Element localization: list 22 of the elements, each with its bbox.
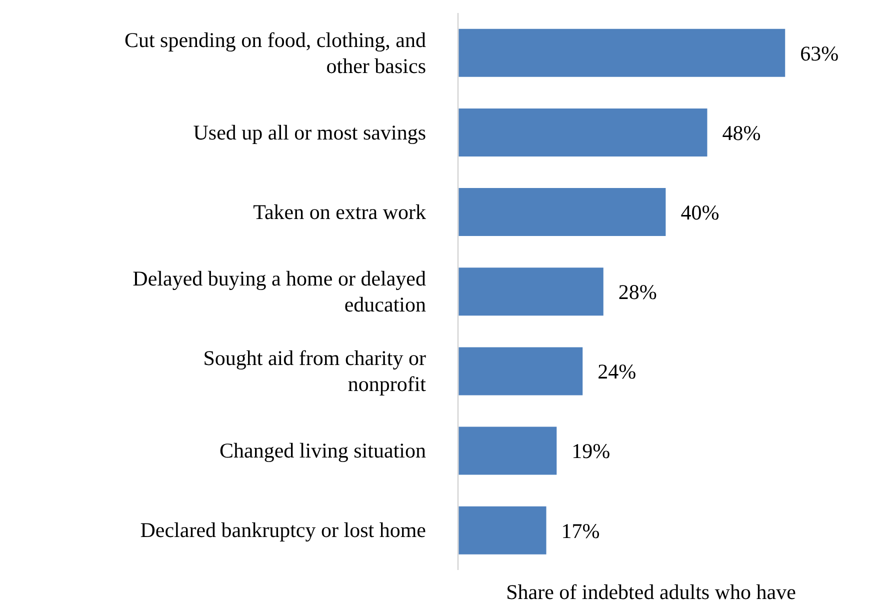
y-tick-label: Cut spending on food, clothing, and other basics (124, 28, 426, 78)
data-label: 28% (618, 280, 657, 304)
bar (458, 506, 546, 554)
bar (458, 268, 604, 316)
data-label: 40% (680, 200, 720, 225)
y-tick-label: Used up all or most savings (193, 120, 426, 144)
y-tick-label: Taken on extra work (253, 200, 426, 224)
data-label: 17% (561, 518, 600, 543)
x-axis-title: Share of indebted adults who have (506, 580, 796, 603)
data-label: 63% (800, 41, 839, 66)
bar (458, 347, 583, 396)
bar (458, 188, 666, 236)
data-label: 19% (572, 439, 610, 464)
bar (458, 426, 557, 475)
y-tick-label: Changed living situation (220, 438, 426, 463)
y-tick-label: Delayed buying a home or delayed education (132, 266, 426, 316)
data-label: 48% (722, 120, 761, 145)
data-label: 24% (598, 360, 636, 384)
bar (458, 108, 708, 156)
y-tick-label: Declared bankruptcy or lost home (140, 518, 426, 542)
bar (458, 28, 786, 77)
y-tick-label: Sought aid from charity or nonprofit (203, 346, 426, 396)
